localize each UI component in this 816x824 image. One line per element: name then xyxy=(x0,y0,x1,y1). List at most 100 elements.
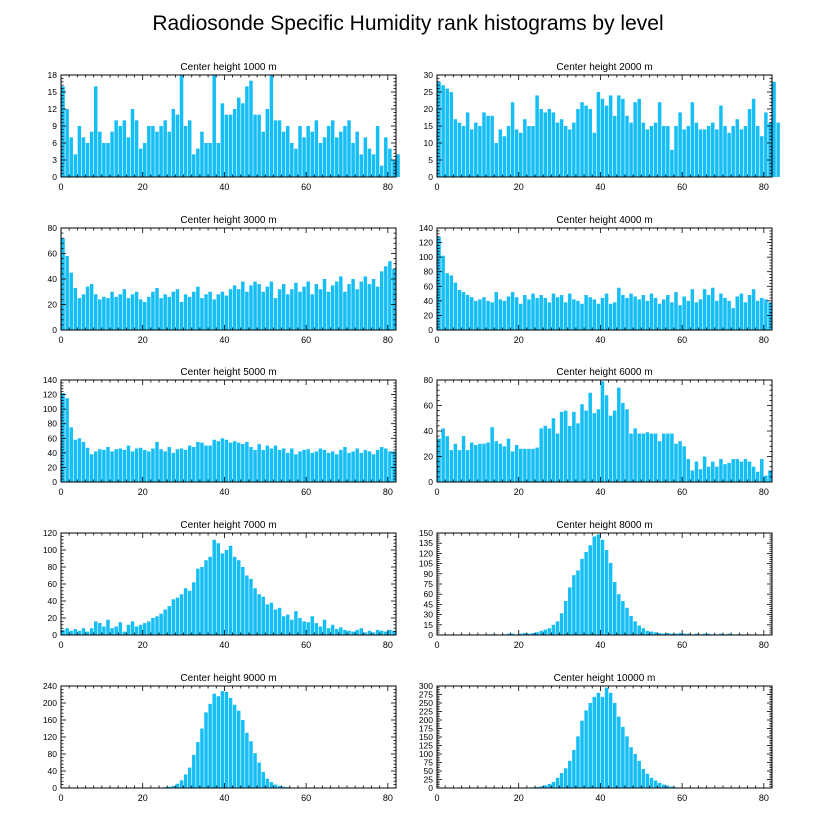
bar xyxy=(163,294,167,330)
bar xyxy=(523,295,527,330)
x-tick-label: 0 xyxy=(434,182,439,192)
bar xyxy=(690,102,695,177)
bar xyxy=(543,629,548,635)
bar xyxy=(596,409,601,482)
bar xyxy=(265,604,270,635)
bar xyxy=(61,86,65,177)
bar xyxy=(551,624,556,635)
bar xyxy=(755,126,760,177)
bar xyxy=(151,618,155,635)
bar xyxy=(106,619,110,635)
bar xyxy=(224,550,229,635)
bar xyxy=(772,81,776,177)
bar xyxy=(216,294,221,330)
y-tick-label: 200 xyxy=(43,698,57,708)
bar xyxy=(343,629,347,635)
bar xyxy=(612,581,617,635)
bar xyxy=(559,119,564,177)
bar xyxy=(576,736,580,788)
bar xyxy=(572,299,576,330)
bar xyxy=(192,582,196,635)
bar xyxy=(437,438,441,482)
bar xyxy=(363,137,368,177)
y-tick-label: 120 xyxy=(43,732,57,742)
y-tick-label: 120 xyxy=(419,548,433,558)
bar xyxy=(453,119,458,177)
bar xyxy=(617,594,621,635)
bar xyxy=(89,284,94,330)
bar xyxy=(130,294,135,330)
bar xyxy=(461,126,466,177)
bar xyxy=(298,451,302,482)
bar xyxy=(65,398,69,482)
x-tick-label: 80 xyxy=(759,793,769,803)
bar xyxy=(339,276,343,330)
bar xyxy=(208,445,212,482)
bar xyxy=(294,611,298,635)
bar xyxy=(625,297,629,330)
bar xyxy=(261,131,265,177)
bar xyxy=(621,98,625,177)
bar xyxy=(441,255,445,330)
y-tick-label: 120 xyxy=(43,390,57,400)
bar xyxy=(310,616,314,635)
bar xyxy=(686,300,690,330)
bar xyxy=(469,442,474,482)
bar xyxy=(314,623,319,635)
y-tick-label: 300 xyxy=(419,681,433,691)
bar xyxy=(232,556,237,635)
bar xyxy=(73,287,78,330)
bar xyxy=(245,575,249,635)
x-tick-label: 0 xyxy=(58,793,63,803)
bar xyxy=(257,594,261,635)
bar xyxy=(310,294,314,330)
bar xyxy=(498,129,503,177)
bar xyxy=(392,630,396,635)
bar xyxy=(514,129,519,177)
bar xyxy=(502,300,507,330)
bar xyxy=(179,780,184,788)
bar xyxy=(81,137,86,177)
bar xyxy=(584,552,588,635)
bar xyxy=(236,710,241,788)
bar xyxy=(731,459,735,482)
bar xyxy=(89,131,94,177)
bar xyxy=(645,630,650,635)
y-tick-label: 25 xyxy=(424,775,434,785)
bar xyxy=(138,624,143,635)
bar xyxy=(584,410,588,482)
bar xyxy=(506,438,511,482)
bar xyxy=(114,449,118,482)
bar xyxy=(232,704,237,788)
bar xyxy=(159,126,163,177)
bar xyxy=(322,279,327,330)
bar xyxy=(612,410,617,482)
bar xyxy=(514,445,519,482)
bar xyxy=(102,449,106,482)
bar xyxy=(122,120,127,177)
bar xyxy=(637,299,641,330)
bar xyxy=(69,427,73,482)
y-tick-label: 20 xyxy=(424,310,434,320)
bar xyxy=(343,291,347,330)
x-tick-label: 0 xyxy=(58,640,63,650)
bar xyxy=(465,112,470,177)
bar xyxy=(719,293,723,330)
bar xyxy=(241,281,245,330)
bar xyxy=(612,115,617,177)
bar xyxy=(629,433,633,482)
bar xyxy=(253,588,257,635)
bar xyxy=(269,448,274,482)
bar xyxy=(179,75,184,177)
bar xyxy=(617,95,621,177)
x-tick-label: 20 xyxy=(514,793,524,803)
bar xyxy=(666,433,670,482)
bar xyxy=(220,553,225,635)
bar xyxy=(298,618,302,635)
bar xyxy=(245,732,249,788)
bar xyxy=(163,609,167,635)
y-tick-label: 80 xyxy=(48,419,58,429)
bar xyxy=(510,102,515,177)
x-tick-label: 0 xyxy=(434,640,439,650)
bar xyxy=(159,298,163,331)
